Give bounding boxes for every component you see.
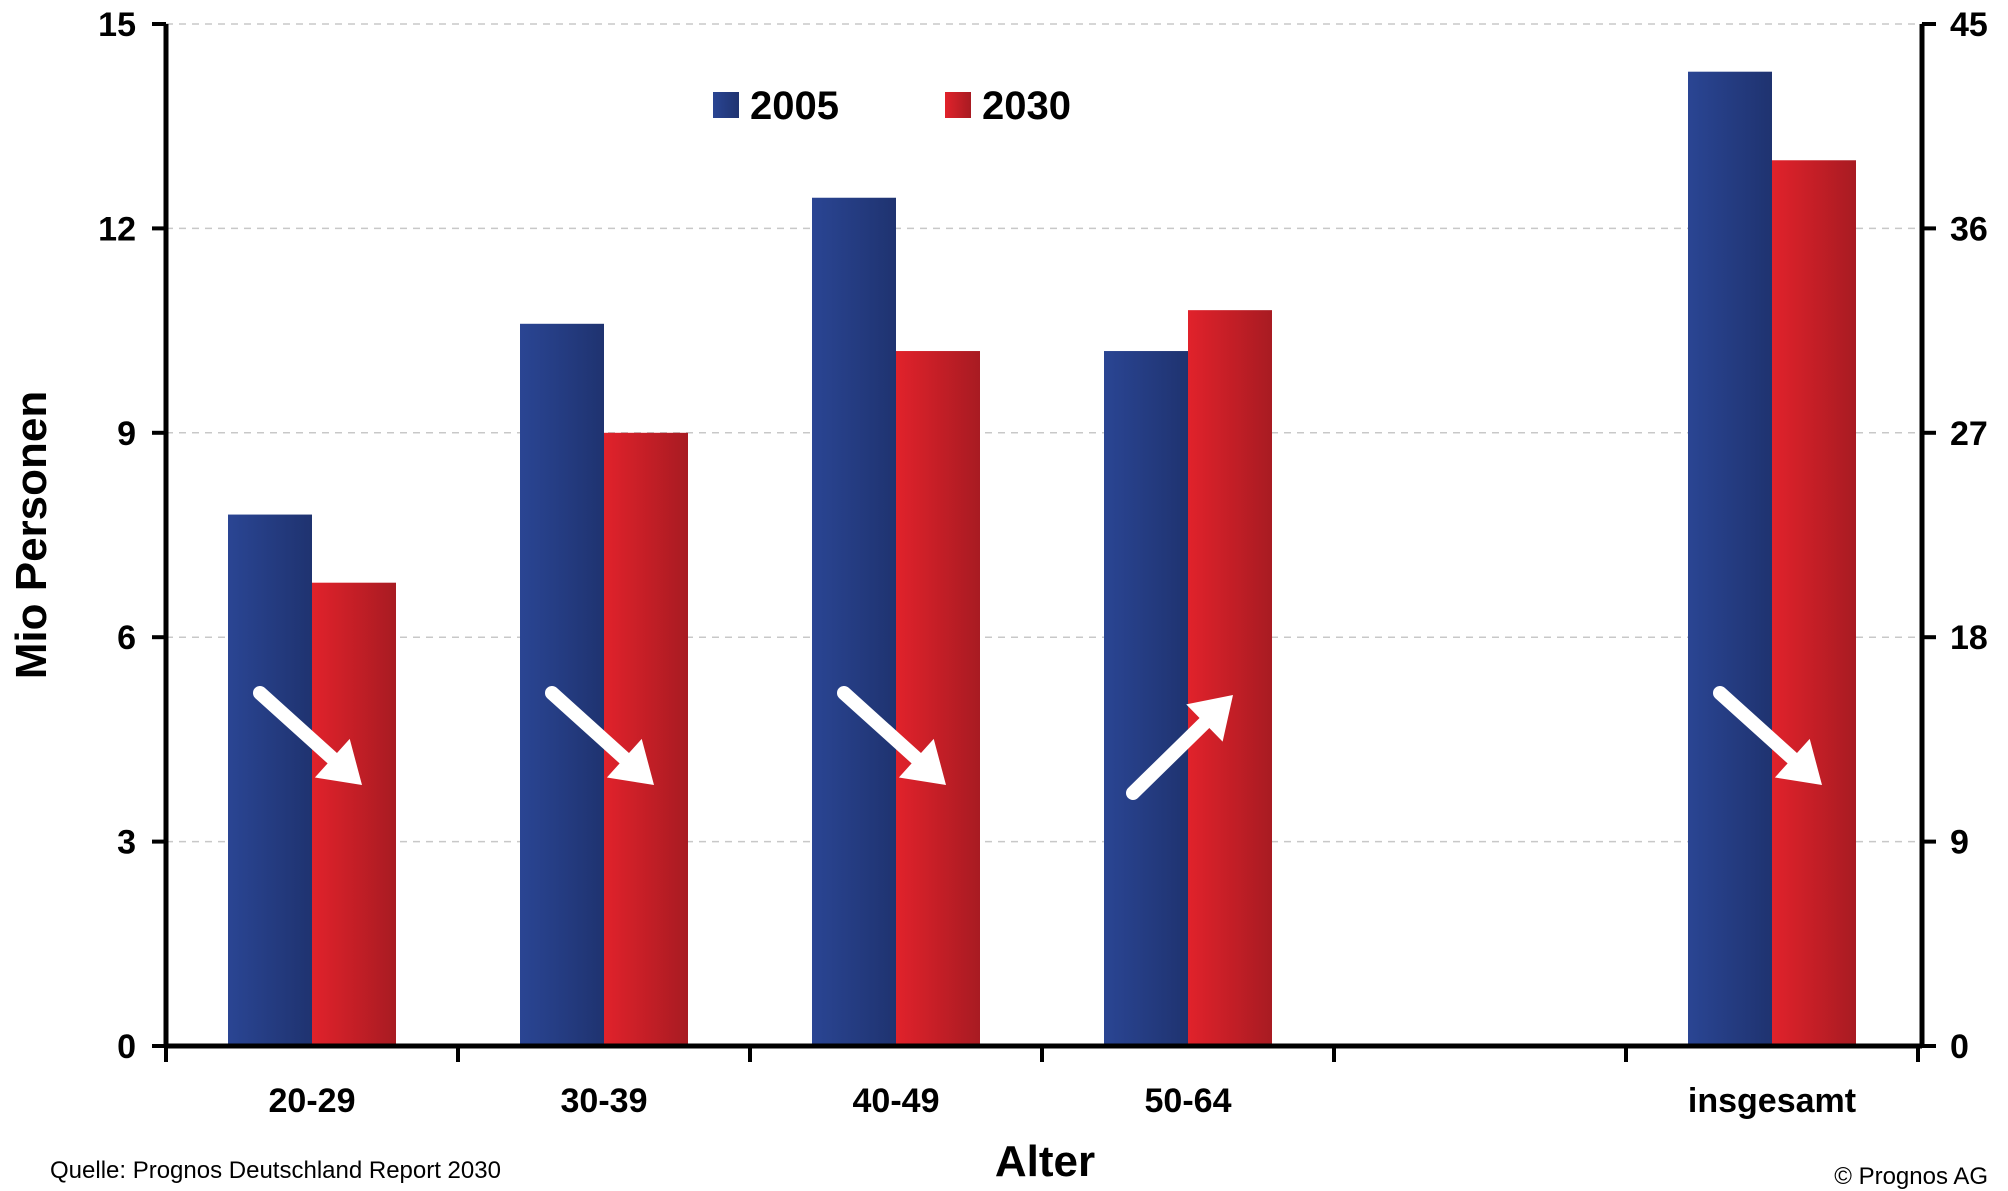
bar-2030-insgesamt xyxy=(1772,160,1856,1046)
axis-labels: 0 0 3 9 6 18 9 27 12 36 15 45 20-29 30-39 40-49 50-64 in… xyxy=(98,6,1988,1120)
source-note: Quelle: Prognos Deutschland Report 2030 xyxy=(50,1157,501,1184)
y-axis-title: Mio Personen xyxy=(7,391,56,680)
y2-tick-label: 27 xyxy=(1950,415,1988,453)
trend-arrow-down-shaft xyxy=(837,686,924,766)
axes xyxy=(152,22,1936,1062)
bar-2005-30-39 xyxy=(520,323,604,1047)
y2-tick-label: 0 xyxy=(1950,1028,1969,1066)
trend-arrow-down-head xyxy=(606,738,654,785)
trend-arrow-down-shaft xyxy=(545,686,632,766)
y2-tick-label: 9 xyxy=(1950,824,1969,862)
legend-label-2030: 2030 xyxy=(982,84,1071,128)
x-category-label: 30-39 xyxy=(561,1082,648,1120)
trend-arrow-down-head xyxy=(898,738,946,785)
trend-arrow-down-head xyxy=(1774,738,1822,785)
legend-swatch-2005 xyxy=(713,92,739,118)
bar-2030-40-49 xyxy=(896,351,980,1046)
trend-arrow-down-head xyxy=(314,738,362,785)
y-tick-label: 15 xyxy=(98,6,136,44)
y2-tick-label: 18 xyxy=(1950,619,1988,657)
legend-label-2005: 2005 xyxy=(750,84,839,128)
trend-arrows xyxy=(253,686,1822,800)
bar-2005-insgesamt xyxy=(1688,71,1772,1046)
bar-2030-20-29 xyxy=(312,582,396,1046)
y-tick-label: 3 xyxy=(117,824,136,862)
y-tick-label: 0 xyxy=(117,1028,136,1066)
bar-2005-40-49 xyxy=(812,197,896,1047)
bar-2005-50-64 xyxy=(1104,351,1188,1046)
legend: 2005 2030 xyxy=(713,84,1071,128)
trend-arrow-down-shaft xyxy=(1713,686,1800,766)
bars xyxy=(228,71,1856,1047)
x-category-label: 50-64 xyxy=(1145,1082,1232,1120)
y-tick-label: 12 xyxy=(98,210,136,248)
copyright-note: © Prognos AG xyxy=(1834,1163,1988,1190)
x-category-label: 40-49 xyxy=(853,1082,940,1120)
bar-2030-30-39 xyxy=(604,432,688,1046)
y-tick-label: 6 xyxy=(117,619,136,657)
trend-arrow-up-shaft xyxy=(1126,715,1212,800)
trend-arrow-up-head xyxy=(1186,695,1233,742)
x-axis-title: Alter xyxy=(995,1137,1095,1182)
y-tick-label: 9 xyxy=(117,415,136,453)
gridlines xyxy=(166,23,1922,843)
legend-swatch-2030 xyxy=(945,92,971,118)
y2-tick-label: 45 xyxy=(1950,6,1988,44)
y2-tick-label: 36 xyxy=(1950,210,1988,248)
x-category-label: 20-29 xyxy=(269,1082,356,1120)
trend-arrow-down-shaft xyxy=(253,686,340,766)
bar-2005-20-29 xyxy=(228,514,312,1046)
bar-2030-50-64 xyxy=(1188,310,1272,1046)
x-category-label: insgesamt xyxy=(1688,1082,1856,1120)
